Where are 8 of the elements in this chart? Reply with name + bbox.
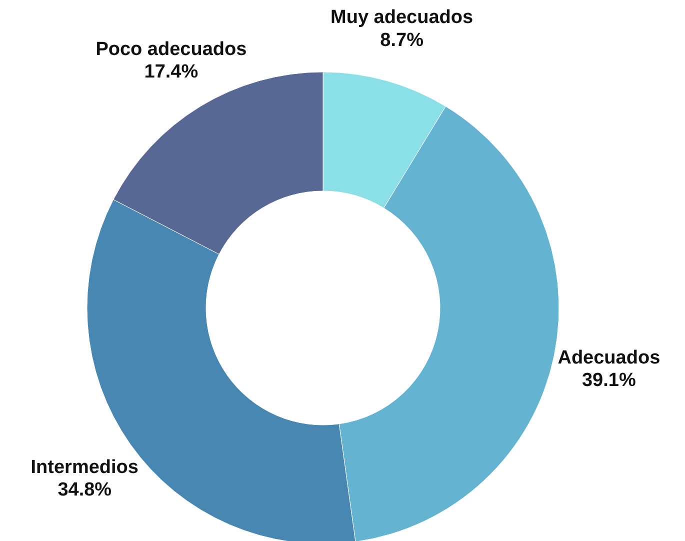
data-label: 17.4% <box>144 62 198 83</box>
slice-label: Muy adecuados <box>330 7 474 28</box>
data-label: 34.8% <box>58 480 112 501</box>
data-label: 8.7% <box>380 30 424 51</box>
slice-label: Intermedios <box>30 456 138 478</box>
slice-label: Poco adecuados <box>96 38 247 60</box>
data-label: 39.1% <box>582 370 636 392</box>
slice-label: Adecuados <box>558 347 660 368</box>
